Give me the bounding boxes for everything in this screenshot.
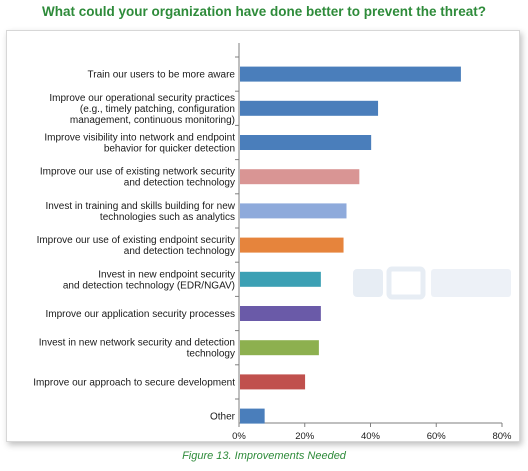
category-label-line: Invest in training and skills building f… <box>45 201 235 212</box>
category-label-line: and detection technology <box>124 178 235 189</box>
x-tick-label: 20% <box>295 431 315 441</box>
category-label-line: and detection technology (EDR/NGAV) <box>63 280 235 291</box>
category-label: Train our users to be more aware <box>88 70 236 81</box>
bar <box>240 306 321 321</box>
category-label: Invest in training and skills building f… <box>45 201 235 223</box>
x-tick-label: 0% <box>232 431 246 441</box>
category-label-line: Improve our approach to secure developme… <box>33 377 235 388</box>
bar <box>240 374 306 390</box>
bar <box>240 66 461 82</box>
category-label-line: Train our users to be more aware <box>88 70 236 81</box>
bar <box>240 408 265 424</box>
category-label: Improve our use of existing endpoint sec… <box>37 235 235 257</box>
bar <box>240 203 347 219</box>
category-label-line: behavior for quicker detection <box>104 144 235 155</box>
category-label: Other <box>210 412 236 423</box>
chart-title: What could your organization have done b… <box>41 4 487 19</box>
category-label: Improve visibility into network and endp… <box>44 133 235 155</box>
bar <box>240 340 319 356</box>
category-label-line: Other <box>210 412 236 423</box>
category-label: Improve our application security process… <box>45 309 235 320</box>
category-label-line: Improve our operational security practic… <box>49 93 235 104</box>
category-label-line: technology <box>187 349 235 360</box>
bar <box>240 237 344 253</box>
bar <box>240 271 321 287</box>
bar <box>240 135 372 150</box>
category-label: Improve our use of existing network secu… <box>40 167 235 189</box>
watermark-logo <box>353 266 511 300</box>
category-label: Improve our approach to secure developme… <box>33 377 235 388</box>
category-label-line: Improve our use of existing endpoint sec… <box>37 235 235 246</box>
category-label-line: Invest in new endpoint security <box>98 269 235 280</box>
category-label-line: Invest in new network security and detec… <box>39 338 235 349</box>
bar <box>240 169 360 185</box>
category-label-line: management, continuous monitoring) <box>70 115 235 126</box>
chart-panel: 0% 20% 40% 60% 80% Train our users to be more… <box>6 30 520 442</box>
category-label: Invest in new network security and detec… <box>39 338 235 360</box>
x-tick-label: 40% <box>361 431 381 441</box>
category-label: Invest in new endpoint security and detec… <box>63 269 235 291</box>
category-label: Improve our operational security practic… <box>49 93 235 126</box>
bar-chart: 0% 20% 40% 60% 80% Train our users to be more… <box>33 43 512 441</box>
x-tick-label: 60% <box>427 431 447 441</box>
category-label-line: Improve our use of existing network secu… <box>40 167 235 178</box>
bar <box>240 100 379 116</box>
category-label-line: Improve our application security process… <box>45 309 235 320</box>
x-tick-label: 80% <box>492 431 512 441</box>
category-label-line: and detection technology <box>124 246 235 257</box>
category-label-line: Improve visibility into network and endp… <box>44 133 235 144</box>
category-label-line: technologies such as analytics <box>100 212 235 223</box>
category-label-line: (e.g., timely patching, configuration <box>80 104 235 115</box>
figure-caption: Figure 13. Improvements Needed <box>182 450 346 462</box>
